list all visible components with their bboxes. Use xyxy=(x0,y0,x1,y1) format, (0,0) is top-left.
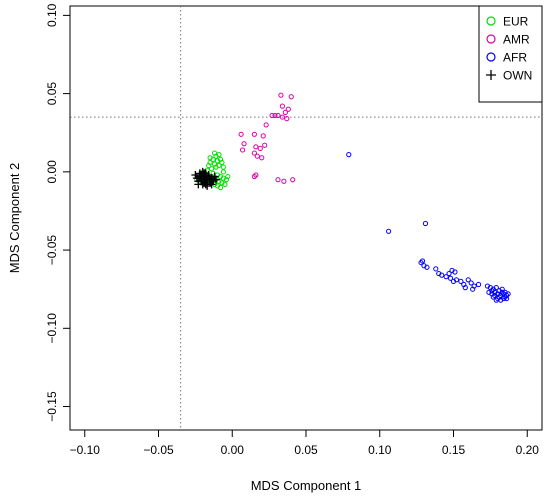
legend-label-amr: AMR xyxy=(503,33,530,47)
y-axis-label: MDS Component 2 xyxy=(7,163,22,274)
amr-point xyxy=(284,116,290,122)
own-point xyxy=(194,180,203,189)
plot-area-frame xyxy=(69,5,543,431)
eur-point xyxy=(207,155,213,161)
amr-point xyxy=(288,94,294,100)
afr-point xyxy=(446,270,452,277)
x-axis: −0.10 −0.05 0.00 0.05 0.10 0.15 0.20 xyxy=(70,429,540,457)
legend-label-own: OWN xyxy=(503,69,532,83)
x-tick-label: 0.20 xyxy=(516,443,540,457)
eur-point xyxy=(217,184,224,191)
eur-point xyxy=(220,164,226,170)
x-axis-label: MDS Component 1 xyxy=(251,478,362,493)
afr-point xyxy=(458,278,464,284)
legend-label-afr: AFR xyxy=(503,51,527,65)
amr-point xyxy=(263,122,269,128)
own-point xyxy=(203,181,212,190)
afr-point xyxy=(465,277,471,283)
eur-point xyxy=(206,162,212,169)
own-point xyxy=(200,169,209,178)
y-tick-label: 0.05 xyxy=(45,82,59,106)
amr-point xyxy=(251,150,257,156)
afr-point xyxy=(462,285,468,291)
x-tick-label: −0.10 xyxy=(70,443,101,457)
amr-point xyxy=(282,109,288,115)
legend-symbol-afr xyxy=(486,52,496,62)
afr-point xyxy=(452,269,458,275)
reference-lines xyxy=(70,6,542,430)
eur-point xyxy=(219,159,225,166)
afr-point xyxy=(499,286,505,292)
x-tick-label: −0.05 xyxy=(143,443,174,457)
y-tick-label: 0.10 xyxy=(45,3,59,27)
afr-point xyxy=(498,297,504,303)
amr-point xyxy=(275,177,281,183)
afr-point xyxy=(475,281,482,288)
eur-point xyxy=(209,166,215,172)
legend-symbol-eur xyxy=(486,16,496,26)
x-tick-label: 0.05 xyxy=(294,443,318,457)
amr-point xyxy=(254,153,260,159)
amr-point xyxy=(290,177,296,183)
eur-point xyxy=(213,164,219,170)
own-point xyxy=(207,180,216,189)
amr-point xyxy=(259,155,265,161)
amr-point xyxy=(253,144,259,150)
legend-symbol-own xyxy=(486,70,496,80)
afr-point xyxy=(443,274,449,280)
afr-point xyxy=(386,228,392,234)
legend-box xyxy=(478,5,543,103)
afr-point xyxy=(424,264,430,270)
amr-point xyxy=(285,106,291,112)
afr-point xyxy=(346,152,352,158)
amr-point xyxy=(251,173,257,180)
amr-point xyxy=(281,178,287,184)
amr-point xyxy=(260,133,266,139)
legend: EUR AMR AFR OWN xyxy=(478,5,543,103)
eur-point xyxy=(220,169,226,175)
afr-point xyxy=(453,277,460,283)
y-tick-label: −0.15 xyxy=(45,391,59,422)
afr-point xyxy=(439,272,445,278)
amr-point xyxy=(279,103,285,109)
amr-point xyxy=(278,92,284,98)
afr-point xyxy=(433,266,439,272)
afr-point xyxy=(493,285,499,291)
afr-point xyxy=(505,291,511,297)
legend-label-eur: EUR xyxy=(503,15,529,29)
eur-point xyxy=(225,173,231,180)
afr-point xyxy=(419,258,426,264)
amr-point xyxy=(239,147,246,153)
afr-point xyxy=(490,294,496,300)
own-point xyxy=(212,175,221,184)
afr-point xyxy=(447,275,454,281)
amr-point xyxy=(272,112,278,119)
eur-point xyxy=(222,181,228,187)
legend-symbol-amr xyxy=(486,34,496,44)
y-tick-label: −0.10 xyxy=(45,313,59,344)
data-points xyxy=(191,92,511,303)
y-tick-label: 0.00 xyxy=(45,160,59,184)
amr-point xyxy=(279,114,285,120)
afr-point xyxy=(422,220,429,227)
amr-point xyxy=(269,112,275,119)
afr-point xyxy=(486,289,492,295)
amr-point xyxy=(262,142,268,148)
x-tick-label: 0.00 xyxy=(221,443,245,457)
afr-point xyxy=(468,280,474,286)
afr-point xyxy=(504,295,510,302)
afr-point xyxy=(470,286,476,292)
x-tick-label: 0.10 xyxy=(368,443,392,457)
x-tick-label: 0.15 xyxy=(442,443,466,457)
amr-point xyxy=(275,112,281,119)
y-axis: −0.15 −0.10 −0.05 0.00 0.05 0.10 xyxy=(45,3,71,422)
y-tick-label: −0.05 xyxy=(45,235,59,266)
eur-point xyxy=(216,152,222,158)
amr-point xyxy=(241,141,247,147)
amr-point xyxy=(238,131,244,137)
amr-point xyxy=(251,131,257,137)
amr-point xyxy=(257,145,263,151)
